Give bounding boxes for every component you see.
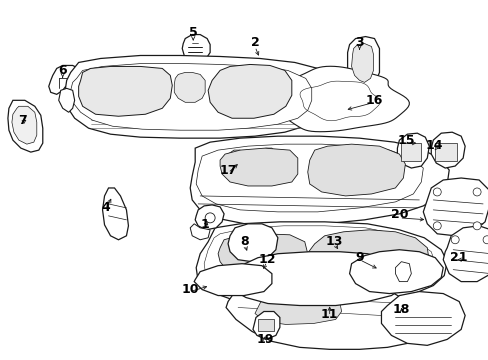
Text: 6: 6 [58,64,67,77]
Text: 20: 20 [390,208,407,221]
Text: 19: 19 [256,333,273,346]
Circle shape [472,222,480,230]
Text: 12: 12 [258,253,275,266]
Polygon shape [423,178,488,236]
Polygon shape [190,224,210,240]
Polygon shape [442,226,488,282]
Text: 11: 11 [320,308,338,321]
Polygon shape [49,66,81,94]
Text: 10: 10 [181,283,199,296]
Text: 14: 14 [425,139,442,152]
Polygon shape [260,148,275,162]
Polygon shape [79,67,172,116]
Polygon shape [270,66,408,132]
Text: 4: 4 [101,201,110,215]
Polygon shape [227,150,244,162]
Polygon shape [347,37,379,88]
Text: 13: 13 [325,235,343,248]
Polygon shape [203,226,434,298]
Text: 17: 17 [219,163,236,176]
Polygon shape [397,133,428,168]
Polygon shape [351,44,373,82]
Text: 7: 7 [19,114,27,127]
Bar [401,143,421,161]
Polygon shape [307,144,405,196]
Polygon shape [64,55,327,138]
Polygon shape [220,148,297,186]
Bar [258,319,273,332]
Circle shape [450,236,458,244]
Text: 1: 1 [201,218,209,231]
Bar [434,143,456,161]
Polygon shape [430,132,464,168]
Text: 16: 16 [365,94,383,107]
Circle shape [205,213,215,223]
Polygon shape [174,72,205,102]
Text: 15: 15 [397,134,414,147]
Polygon shape [194,264,271,296]
Polygon shape [349,250,442,293]
Polygon shape [303,230,428,292]
Polygon shape [395,262,410,282]
Polygon shape [182,35,210,62]
Polygon shape [218,234,307,278]
Text: 18: 18 [392,303,409,316]
Circle shape [472,188,480,196]
Polygon shape [225,278,423,349]
Circle shape [432,188,440,196]
Text: 9: 9 [354,251,363,264]
Polygon shape [12,106,37,144]
Polygon shape [208,64,291,118]
Text: 8: 8 [240,235,249,248]
Polygon shape [227,224,277,262]
Polygon shape [254,294,341,324]
Polygon shape [381,292,464,345]
Polygon shape [252,311,279,339]
Text: 21: 21 [449,251,467,264]
Polygon shape [195,205,224,230]
Polygon shape [196,222,447,305]
Polygon shape [8,100,42,152]
Text: 2: 2 [250,36,259,49]
Polygon shape [59,88,75,112]
Text: 3: 3 [354,36,363,49]
Polygon shape [102,188,128,240]
Polygon shape [71,63,311,130]
Circle shape [432,222,440,230]
Polygon shape [196,144,423,212]
Polygon shape [190,136,448,226]
Text: 5: 5 [188,26,197,39]
Polygon shape [215,148,297,192]
Polygon shape [227,252,407,306]
Circle shape [482,236,488,244]
